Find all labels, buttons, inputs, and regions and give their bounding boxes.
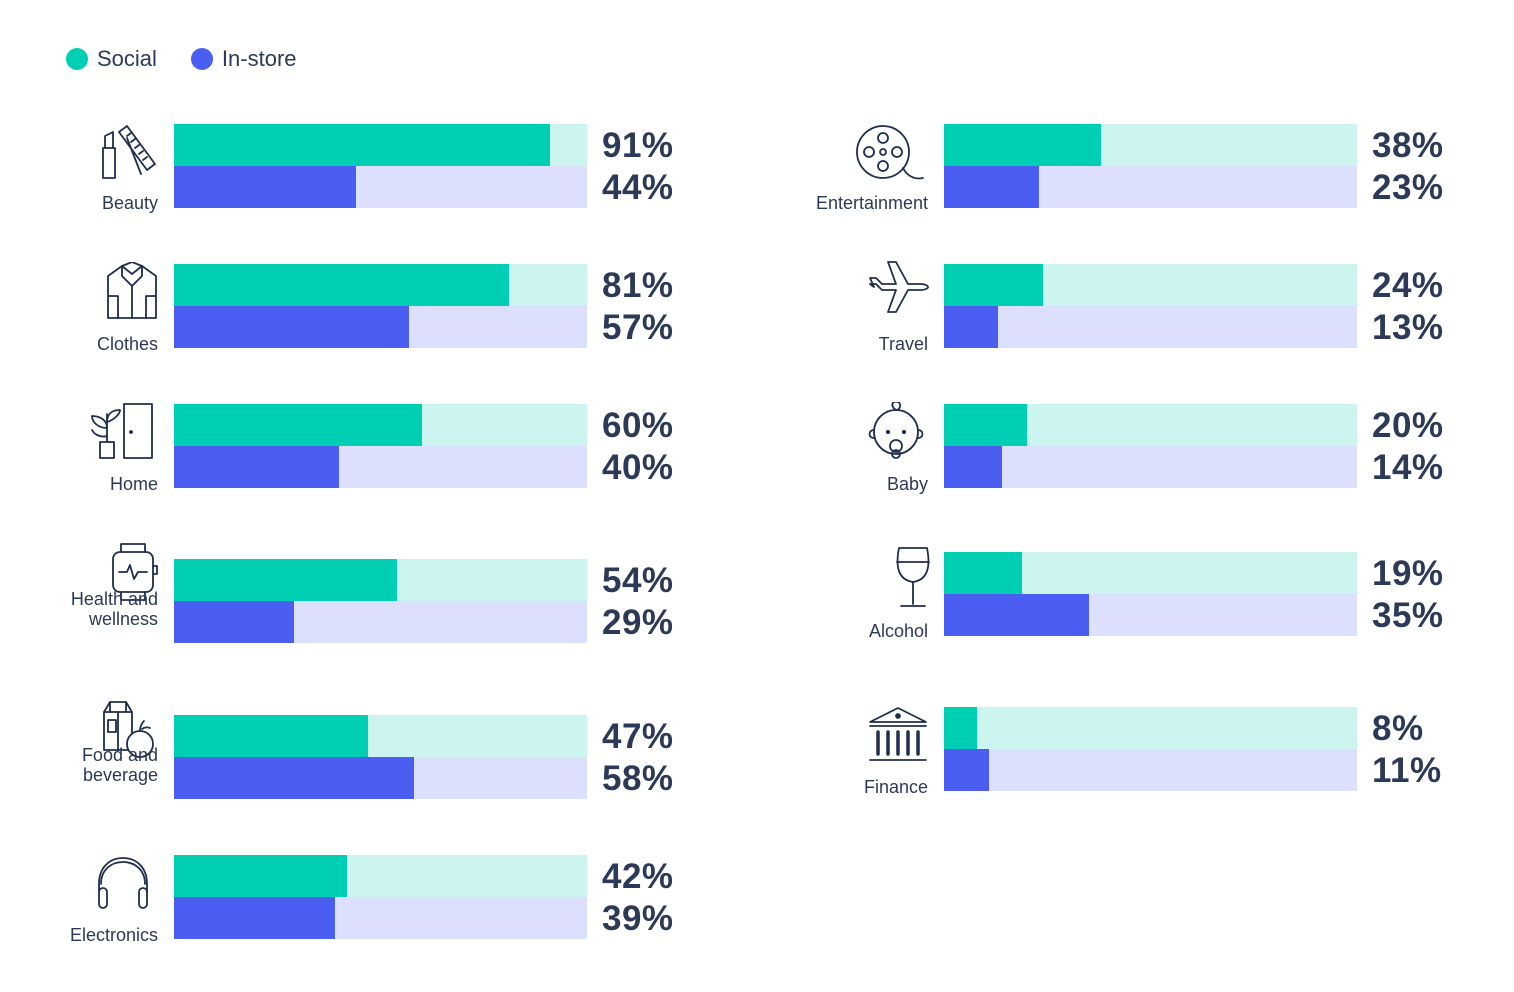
social-bar: [174, 559, 398, 601]
social-bar: [174, 124, 550, 166]
film-reel-icon: [853, 122, 925, 184]
instore-value-label: 35%: [1372, 596, 1444, 635]
category-label: Baby: [886, 474, 928, 494]
instore-value-label: 40%: [602, 448, 674, 487]
instore-bar: [174, 897, 336, 939]
social-value-label: 20%: [1372, 406, 1444, 445]
legend-item-social: Social: [66, 46, 157, 72]
headphones-icon: [91, 852, 155, 916]
instore-bar: [944, 306, 998, 348]
instore-bar: [174, 166, 356, 208]
instore-bar: [174, 306, 410, 348]
instore-bar-track: [944, 166, 1357, 208]
social-value-label: 42%: [602, 857, 674, 896]
category-label: Clothes: [96, 334, 158, 354]
social-bar: [944, 264, 1044, 306]
instore-value-label: 57%: [602, 308, 674, 347]
social-bar: [174, 404, 422, 446]
social-bar-track: [174, 264, 587, 306]
plant-door-icon: [88, 402, 156, 462]
instore-value-label: 11%: [1372, 751, 1442, 790]
social-value-label: 8%: [1372, 709, 1424, 748]
legend: Social In-store: [66, 46, 331, 72]
social-bar-track: [174, 559, 587, 601]
category-label: Health and wellness: [70, 589, 158, 629]
instore-value-label: 14%: [1372, 448, 1444, 487]
milk-apple-icon: [96, 698, 158, 760]
social-bar: [944, 552, 1023, 594]
category-label: Food and beverage: [81, 745, 158, 785]
social-bar: [174, 715, 369, 757]
category-label: Beauty: [101, 193, 158, 213]
airplane-icon: [866, 260, 930, 316]
social-value-label: 81%: [602, 266, 674, 305]
instore-bar: [944, 446, 1002, 488]
instore-swatch: [190, 48, 213, 70]
social-bar-track: [944, 124, 1357, 166]
category-label: Travel: [878, 334, 928, 354]
social-bar-track: [174, 124, 587, 166]
social-value-label: 38%: [1372, 126, 1444, 165]
social-bar-track: [944, 707, 1357, 749]
instore-bar-track: [174, 897, 587, 939]
instore-value-label: 39%: [602, 899, 674, 938]
category-label: Home: [109, 474, 158, 494]
social-bar-track: [944, 264, 1357, 306]
social-bar: [944, 124, 1101, 166]
category-label: Alcohol: [868, 621, 928, 641]
category-label: Electronics: [69, 925, 158, 945]
instore-value-label: 29%: [602, 603, 674, 642]
smartwatch-icon: [105, 542, 161, 602]
instore-bar-track: [174, 166, 587, 208]
social-bar: [174, 855, 348, 897]
instore-bar: [174, 446, 340, 488]
instore-value-label: 44%: [602, 168, 674, 207]
social-value-label: 54%: [602, 561, 674, 600]
legend-label-instore: In-store: [221, 46, 297, 71]
instore-bar-track: [174, 757, 587, 799]
bank-icon: [866, 704, 930, 764]
social-bar-track: [174, 715, 587, 757]
social-bar-track: [944, 552, 1357, 594]
social-bar-track: [944, 404, 1357, 446]
instore-bar: [944, 594, 1089, 636]
wine-glass-icon: [891, 546, 935, 610]
social-value-label: 47%: [602, 717, 674, 756]
instore-bar: [944, 749, 990, 791]
category-label: Finance: [863, 777, 928, 797]
instore-bar: [944, 166, 1039, 208]
instore-bar-track: [944, 749, 1357, 791]
lipstick-brush-icon: [97, 122, 161, 186]
instore-value-label: 13%: [1372, 308, 1444, 347]
category-label: Entertainment: [815, 193, 928, 213]
social-swatch: [66, 48, 88, 70]
instore-bar-track: [944, 306, 1357, 348]
social-value-label: 91%: [602, 126, 674, 165]
instore-bar: [174, 601, 294, 643]
shirt-icon: [104, 262, 160, 322]
instore-bar-track: [174, 306, 587, 348]
instore-value-label: 58%: [602, 759, 674, 798]
social-value-label: 60%: [602, 406, 674, 445]
legend-item-instore: In-store: [190, 46, 297, 72]
legend-label-social: Social: [97, 46, 157, 71]
instore-bar-track: [174, 601, 587, 643]
baby-face-icon: [864, 402, 928, 464]
social-bar: [944, 404, 1027, 446]
social-value-label: 24%: [1372, 266, 1444, 305]
social-bar-track: [174, 855, 587, 897]
instore-bar: [174, 757, 414, 799]
instore-bar-track: [944, 594, 1357, 636]
social-bar-track: [174, 404, 587, 446]
social-bar: [174, 264, 509, 306]
instore-value-label: 23%: [1372, 168, 1444, 207]
social-value-label: 19%: [1372, 554, 1444, 593]
instore-bar-track: [174, 446, 587, 488]
instore-bar-track: [944, 446, 1357, 488]
social-bar: [944, 707, 978, 749]
